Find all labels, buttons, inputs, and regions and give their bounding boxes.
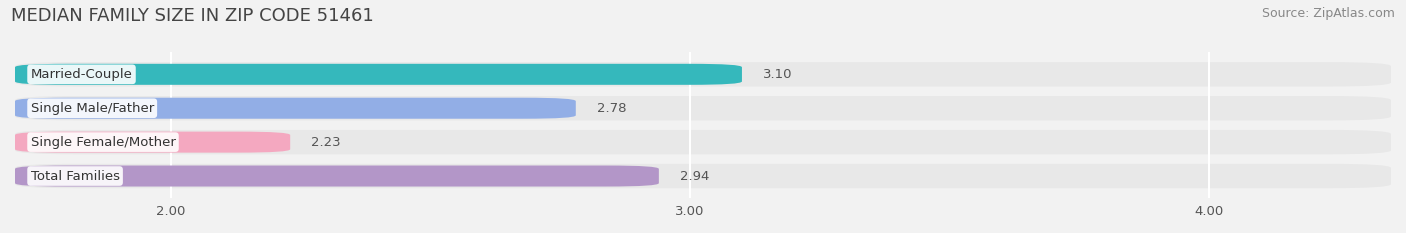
Text: 3.10: 3.10 bbox=[762, 68, 792, 81]
Text: Total Families: Total Families bbox=[31, 170, 120, 182]
FancyBboxPatch shape bbox=[15, 98, 576, 119]
FancyBboxPatch shape bbox=[15, 96, 1391, 120]
Text: Source: ZipAtlas.com: Source: ZipAtlas.com bbox=[1261, 7, 1395, 20]
Text: Married-Couple: Married-Couple bbox=[31, 68, 132, 81]
FancyBboxPatch shape bbox=[15, 130, 1391, 154]
FancyBboxPatch shape bbox=[15, 62, 1391, 86]
FancyBboxPatch shape bbox=[15, 164, 1391, 188]
FancyBboxPatch shape bbox=[15, 64, 742, 85]
Text: Single Male/Father: Single Male/Father bbox=[31, 102, 153, 115]
FancyBboxPatch shape bbox=[15, 132, 290, 153]
Text: 2.94: 2.94 bbox=[679, 170, 709, 182]
FancyBboxPatch shape bbox=[15, 165, 659, 187]
Text: 2.23: 2.23 bbox=[311, 136, 340, 149]
Text: Single Female/Mother: Single Female/Mother bbox=[31, 136, 176, 149]
Text: 2.78: 2.78 bbox=[596, 102, 626, 115]
Text: MEDIAN FAMILY SIZE IN ZIP CODE 51461: MEDIAN FAMILY SIZE IN ZIP CODE 51461 bbox=[11, 7, 374, 25]
